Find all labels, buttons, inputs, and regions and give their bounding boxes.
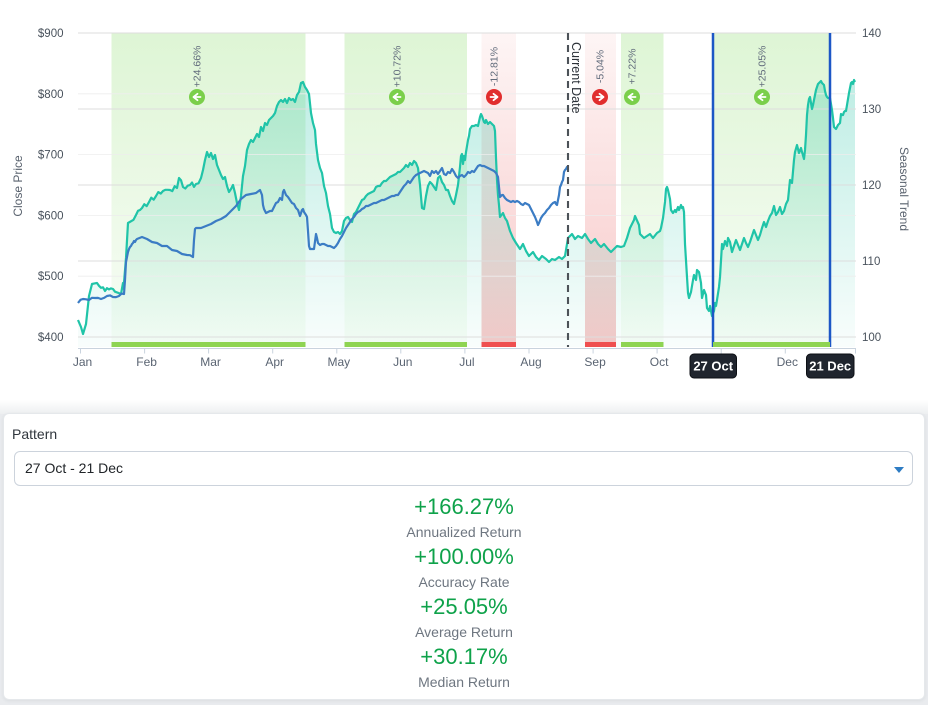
- svg-text:Dec: Dec: [777, 355, 798, 369]
- svg-text:$500: $500: [38, 271, 64, 283]
- svg-text:120: 120: [862, 180, 881, 192]
- svg-text:110: 110: [862, 256, 880, 268]
- svg-text:$400: $400: [38, 332, 64, 344]
- svg-text:+7.22%: +7.22%: [627, 49, 639, 85]
- svg-text:Aug: Aug: [520, 355, 541, 369]
- svg-text:Sep: Sep: [584, 355, 606, 369]
- svg-text:100: 100: [862, 332, 881, 344]
- svg-text:$700: $700: [38, 150, 64, 162]
- svg-text:+24.66%: +24.66%: [192, 46, 204, 88]
- svg-text:$800: $800: [38, 89, 64, 101]
- svg-text:27 Oct: 27 Oct: [693, 359, 733, 374]
- svg-text:130: 130: [862, 104, 881, 116]
- svg-text:-5.04%: -5.04%: [595, 50, 607, 83]
- svg-text:Oct: Oct: [650, 355, 669, 369]
- svg-text:Jul: Jul: [459, 355, 474, 369]
- svg-text:Close Price: Close Price: [11, 155, 25, 217]
- svg-text:May: May: [327, 355, 350, 369]
- svg-text:Mar: Mar: [200, 355, 221, 369]
- svg-text:Jun: Jun: [393, 355, 412, 369]
- svg-text:140: 140: [862, 28, 881, 40]
- svg-text:Feb: Feb: [136, 355, 157, 369]
- svg-text:+10.72%: +10.72%: [392, 46, 404, 88]
- svg-text:+25.05%: +25.05%: [757, 46, 769, 88]
- svg-text:$900: $900: [38, 28, 64, 40]
- svg-text:-12.81%: -12.81%: [489, 47, 501, 86]
- svg-text:Seasonal Trend: Seasonal Trend: [897, 147, 911, 231]
- svg-text:Apr: Apr: [265, 355, 284, 369]
- svg-text:$600: $600: [38, 210, 64, 222]
- svg-text:21 Dec: 21 Dec: [809, 359, 851, 374]
- svg-text:Jan: Jan: [73, 355, 92, 369]
- svg-text:Current Date: Current Date: [569, 42, 583, 114]
